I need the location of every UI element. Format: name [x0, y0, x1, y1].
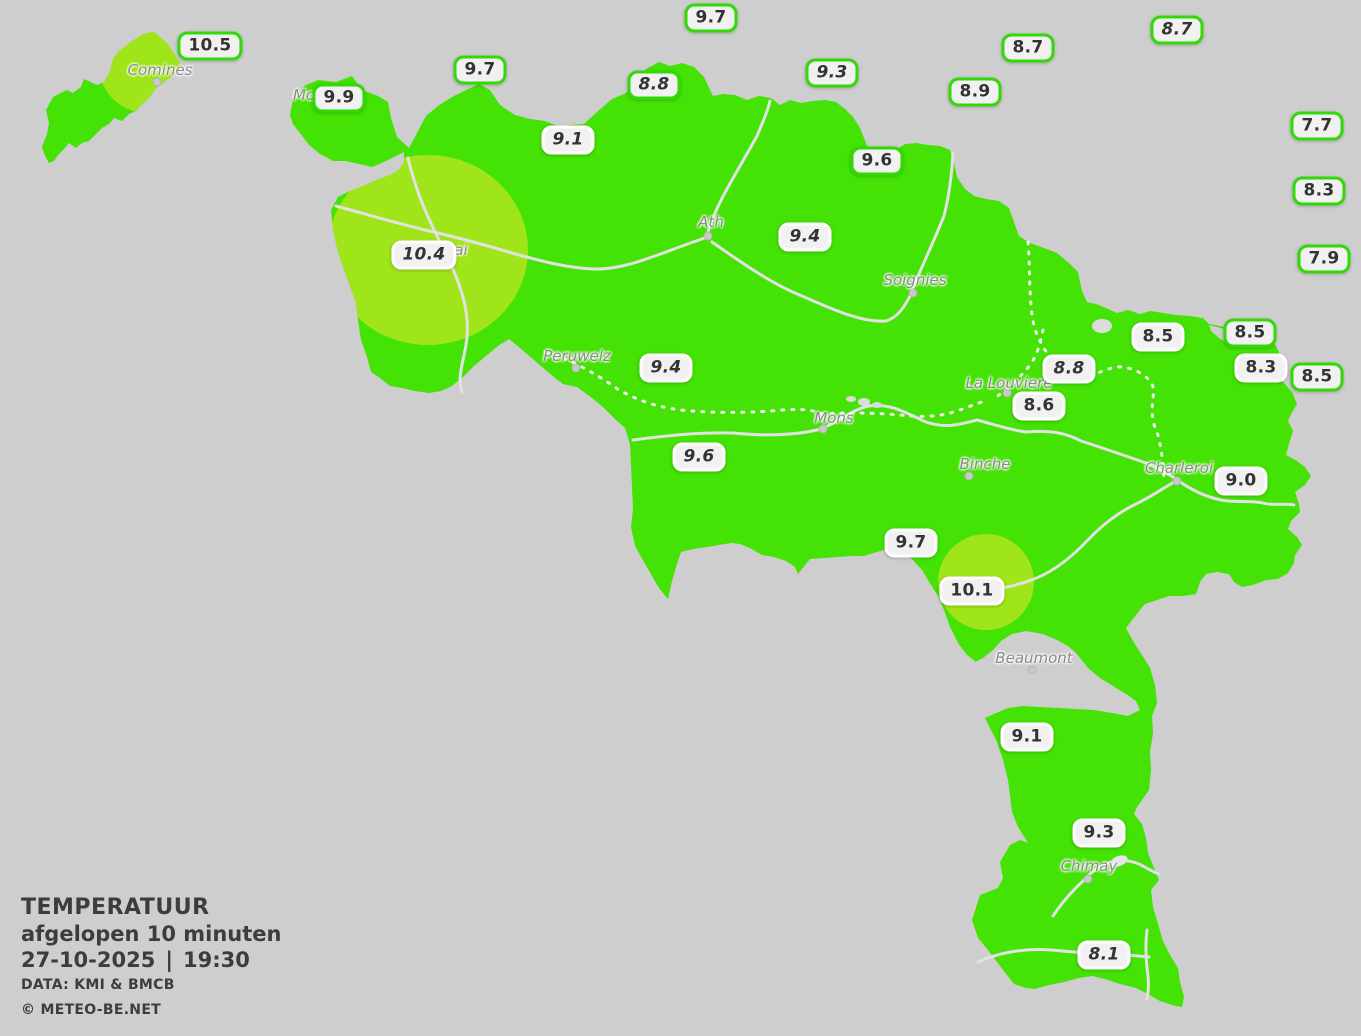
map-title: TEMPERATUUR	[21, 895, 210, 920]
map-date: 27-10-2025	[21, 948, 156, 972]
chimay-lake	[1110, 855, 1128, 867]
map-subtitle: afgelopen 10 minuten	[21, 922, 282, 946]
copyright: © METEO-BE.NET	[21, 1002, 162, 1018]
urban-patches	[846, 319, 1128, 867]
map-time: 19:30	[183, 948, 250, 972]
legend-block: TEMPERATUUR afgelopen 10 minuten 27-10-2…	[21, 894, 282, 1023]
data-source: DATA: KMI & BMCB	[21, 977, 175, 993]
map-datetime: 27-10-2025 | 19:30	[21, 947, 282, 973]
datetime-separator: |	[165, 948, 173, 972]
